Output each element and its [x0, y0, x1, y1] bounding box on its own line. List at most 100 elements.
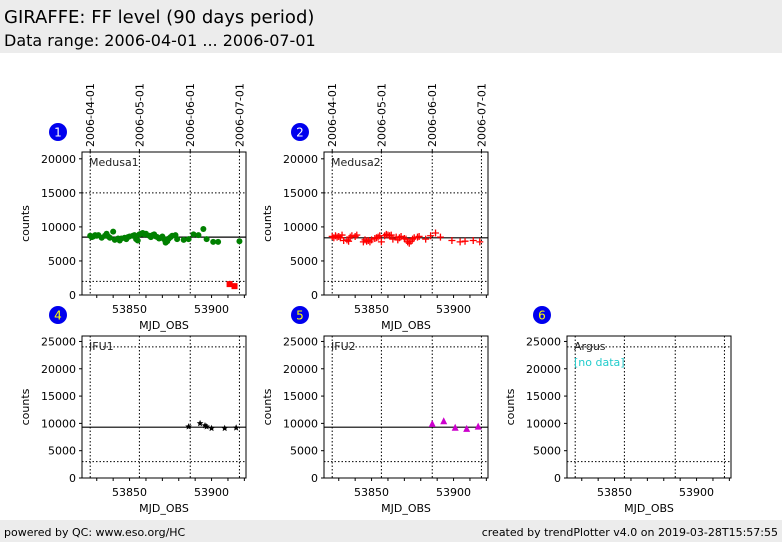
- data-point: [415, 232, 423, 240]
- y-tick-label: 25000: [283, 335, 318, 348]
- data-point: [185, 423, 192, 430]
- data-point: [351, 232, 359, 240]
- y-tick-label: 5000: [48, 255, 76, 268]
- y-tick-label: 15000: [41, 187, 76, 200]
- panel-number-badge: [291, 123, 309, 141]
- panel-ifu1: 4 0 5000 10000 15000 20000 25000 53850 53900 MJD_…: [19, 306, 247, 515]
- y-tick-label: 0: [311, 472, 318, 485]
- panel-label: Medusa2: [331, 156, 381, 169]
- data-point: [364, 237, 372, 245]
- data-point: [200, 225, 207, 232]
- data-point: [203, 423, 210, 430]
- y-axis-label: counts: [504, 388, 517, 425]
- y-tick-label: 10000: [283, 221, 318, 234]
- y-tick-label: 25000: [526, 335, 561, 348]
- axes-frame: [323, 151, 489, 296]
- panel-number-badge: [49, 306, 67, 324]
- created-by: created by trendPlotter v4.0 on 2019-03-…: [481, 526, 778, 539]
- x-tick-label: 53850: [112, 486, 147, 499]
- x-tick-label: 53850: [354, 486, 389, 499]
- data-point: [422, 235, 430, 243]
- date-tick-label: 2006-05-01: [133, 83, 146, 147]
- y-tick-label: 0: [311, 289, 318, 302]
- panel-argus: 6 0 5000 10000 15000 20000 25000 53850 53900 MJD_…: [504, 306, 732, 515]
- data-point: [374, 233, 382, 241]
- data-point: [236, 238, 243, 245]
- panel-number: 4: [54, 309, 62, 323]
- data-point: [195, 232, 202, 239]
- y-tick-label: 10000: [283, 417, 318, 430]
- panel-number-badge: [49, 123, 67, 141]
- y-tick-label: 25000: [41, 335, 76, 348]
- axes-frame: [81, 151, 247, 296]
- y-tick-label: 10000: [41, 417, 76, 430]
- data-point: [226, 281, 233, 288]
- panel-label: IFU2: [331, 340, 356, 353]
- y-axis-label: counts: [19, 388, 32, 425]
- data-point: [180, 236, 187, 243]
- data-point: [348, 232, 356, 240]
- data-point: [338, 231, 346, 239]
- y-axis-label: counts: [19, 205, 32, 242]
- y-tick-label: 15000: [283, 390, 318, 403]
- axes-frame: [566, 335, 732, 479]
- date-tick-label: 2006-06-01: [426, 83, 439, 147]
- powered-by: powered by QC: www.eso.org/HC: [4, 526, 186, 539]
- y-tick-label: 0: [69, 289, 76, 302]
- axes-frame: [81, 335, 247, 479]
- y-tick-label: 15000: [41, 390, 76, 403]
- data-point: [215, 238, 222, 245]
- header: GIRAFFE: FF level (90 days period) Data …: [0, 0, 782, 53]
- data-point: [386, 232, 394, 240]
- data-point: [174, 236, 181, 243]
- date-tick-label: 2006-07-01: [475, 83, 488, 147]
- data-point: [409, 235, 417, 243]
- x-tick-label: 53900: [436, 486, 471, 499]
- data-point: [448, 237, 456, 245]
- data-point: [410, 234, 418, 242]
- data-point: [110, 228, 117, 235]
- data-point: [106, 234, 113, 241]
- data-point: [346, 233, 354, 241]
- data-point: [476, 238, 484, 246]
- data-point: [210, 238, 217, 245]
- data-point: [190, 231, 197, 238]
- data-point: [451, 423, 459, 431]
- data-point: [333, 233, 341, 241]
- x-axis-label: MJD_OBS: [139, 502, 189, 515]
- y-tick-label: 5000: [290, 255, 318, 268]
- data-point: [436, 233, 444, 241]
- date-tick-label: 2006-07-01: [233, 83, 246, 147]
- data-point: [456, 238, 464, 246]
- no-data-label: [no data]: [574, 356, 625, 369]
- data-point: [404, 238, 412, 246]
- y-tick-label: 20000: [41, 153, 76, 166]
- data-point: [340, 237, 348, 245]
- axes-frame: [323, 335, 489, 479]
- y-tick-label: 5000: [48, 445, 76, 458]
- data-range: Data range: 2006-04-01 ... 2006-07-01: [4, 31, 316, 50]
- date-tick-label: 2006-05-01: [375, 83, 388, 147]
- data-point: [361, 236, 369, 244]
- data-point: [432, 229, 440, 237]
- panel-number: 6: [538, 309, 546, 323]
- data-point: [382, 230, 390, 238]
- x-axis-label: MJD_OBS: [381, 502, 431, 515]
- data-point: [413, 233, 421, 241]
- data-point: [353, 231, 361, 239]
- data-point: [463, 424, 471, 432]
- data-point: [377, 238, 385, 246]
- y-tick-label: 5000: [290, 445, 318, 458]
- x-tick-label: 53850: [112, 303, 147, 316]
- x-axis-label: MJD_OBS: [624, 502, 674, 515]
- data-point: [203, 236, 210, 243]
- x-tick-label: 53850: [354, 303, 389, 316]
- y-tick-label: 15000: [526, 390, 561, 403]
- data-point: [185, 236, 192, 243]
- panel-medusa2: 2 2006-04-01 2006-05-01 2006-06-01 2006-07-0…: [261, 83, 489, 332]
- data-point: [469, 237, 477, 245]
- data-point: [474, 422, 482, 430]
- data-point: [363, 237, 371, 245]
- data-point: [371, 234, 379, 242]
- data-point: [134, 237, 141, 244]
